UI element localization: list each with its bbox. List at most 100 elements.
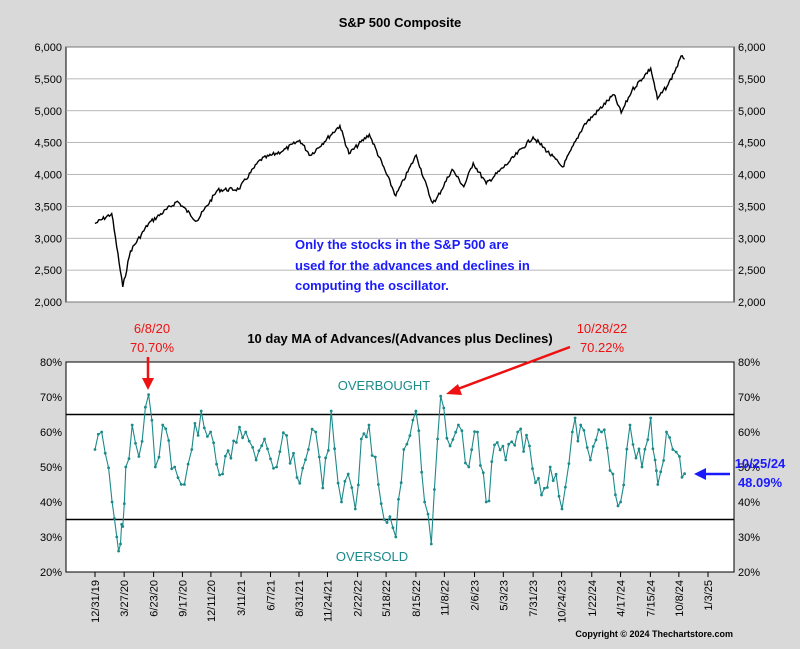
- oscillator-point: [470, 448, 474, 452]
- oscillator-point: [137, 455, 141, 458]
- oscillator-point: [495, 441, 499, 444]
- oscillator-point: [417, 429, 421, 433]
- oscillator-point: [602, 428, 606, 432]
- oscillator-point: [548, 465, 552, 469]
- oscillator-point: [176, 476, 180, 479]
- oscillator-point: [543, 486, 546, 490]
- oscillator-point: [218, 473, 222, 477]
- oscillator-point: [385, 521, 389, 524]
- oscillator-point: [362, 432, 366, 436]
- oscillator-point: [460, 429, 464, 433]
- oscillator-point: [336, 481, 340, 485]
- oscillator-point: [127, 457, 131, 460]
- oscillator-y-tick-left: 70%: [40, 392, 62, 404]
- oscillator-point: [394, 535, 398, 539]
- oscillator-point: [382, 518, 386, 521]
- oscillator-point: [490, 460, 494, 463]
- oscillator-point: [501, 444, 505, 448]
- oscillator-point: [531, 467, 534, 471]
- price-y-tick-right: 6,000: [738, 42, 766, 54]
- oscillator-y-tick-right: 40%: [738, 497, 760, 509]
- arrow-annotation-3: [694, 468, 730, 480]
- oscillator-point: [402, 448, 406, 451]
- oscillator-point: [423, 500, 426, 504]
- oscillator-point: [241, 436, 245, 440]
- oscillator-point: [646, 438, 650, 441]
- oscillator-point: [594, 438, 598, 442]
- x-tick-label: 2/22/22: [353, 580, 365, 617]
- oscillator-point: [513, 443, 517, 447]
- x-tick-label: 6/7/21: [266, 580, 278, 611]
- oscillator-point: [229, 456, 233, 460]
- oscillator-point: [591, 445, 595, 448]
- arrow-annotation-2: [446, 345, 571, 395]
- price-y-tick-right: 4,500: [738, 138, 766, 150]
- oscillator-point: [170, 467, 174, 471]
- oscillator-point: [100, 430, 104, 434]
- oscillator-y-tick-left: 50%: [40, 462, 62, 474]
- price-annotation-line-3: computing the oscillator.: [295, 278, 449, 293]
- oscillator-point: [317, 455, 321, 459]
- oscillator-y-tick-right: 70%: [738, 392, 760, 404]
- oscillator-point: [653, 458, 657, 462]
- oscillator-point: [391, 526, 395, 530]
- oscillator-point: [473, 430, 476, 433]
- oscillator-point: [235, 441, 238, 444]
- oscillator-point: [637, 447, 641, 451]
- x-tick-label: 10/24/23: [557, 580, 569, 623]
- oscillator-point: [212, 441, 216, 445]
- x-tick-label: 6/23/20: [149, 580, 161, 617]
- price-y-tick-left: 5,500: [34, 74, 62, 86]
- price-y-tick-left: 5,000: [34, 106, 62, 118]
- price-y-tick-left: 3,000: [34, 233, 62, 245]
- price-y-axis-left: 2,000 2,500 3,000 3,500 4,000 4,500 5,000 5,500…: [34, 42, 62, 309]
- oscillator-point: [117, 549, 120, 553]
- oscillator-point: [457, 423, 460, 427]
- oscillator-plot-area: [65, 361, 735, 573]
- oscillator-y-tick-right: 80%: [738, 357, 760, 369]
- oscillator-point: [405, 442, 409, 446]
- oscillator-point: [622, 483, 626, 487]
- oscillator-point: [321, 486, 325, 490]
- oscillator-point: [164, 427, 168, 431]
- price-y-tick-right: 3,500: [738, 201, 766, 213]
- oscillator-point: [266, 447, 269, 451]
- oscillator-point: [107, 466, 110, 470]
- oscillator-point: [161, 423, 165, 427]
- x-tick-label: 1/3/25: [703, 580, 715, 611]
- oscillator-point: [651, 447, 655, 451]
- oscillator-series-points: [93, 393, 686, 553]
- oscillator-point: [343, 479, 347, 483]
- x-tick-label: 8/15/22: [411, 580, 423, 617]
- oscillator-y-tick-right: 50%: [738, 462, 760, 474]
- oscillator-point: [388, 515, 392, 518]
- oscillator-point: [665, 430, 668, 434]
- overbought-label: OVERBOUGHT: [338, 378, 431, 393]
- oscillator-point: [576, 439, 580, 443]
- oscillator-point: [507, 442, 511, 446]
- oscillator-point: [570, 430, 574, 434]
- oscillator-point: [244, 430, 248, 434]
- oscillator-point: [370, 454, 374, 457]
- oscillator-y-tick-left: 60%: [40, 427, 62, 439]
- price-y-tick-right: 5,500: [738, 74, 766, 86]
- oscillator-point: [655, 469, 658, 473]
- oscillator-point: [346, 472, 350, 476]
- oscillator-point: [288, 461, 292, 465]
- oscillator-point: [103, 451, 107, 455]
- oscillator-point: [353, 507, 357, 511]
- oscillator-point: [420, 470, 424, 474]
- oscillator-point: [659, 470, 663, 474]
- oscillator-point: [186, 462, 190, 466]
- x-axis: 12/31/19 3/27/20 6/23/20 9/17/20 12/11/20 3/1…: [90, 572, 715, 623]
- oscillator-point: [206, 435, 209, 438]
- oscillator-point: [528, 444, 531, 448]
- oscillator-point: [121, 525, 125, 528]
- x-tick-label: 4/17/24: [616, 580, 628, 617]
- oscillator-point: [209, 430, 213, 434]
- x-tick-label: 2/6/23: [470, 580, 482, 611]
- oscillator-point: [579, 423, 583, 427]
- annotation-date-1: 6/8/20: [134, 321, 170, 336]
- oscillator-y-tick-right: 20%: [738, 567, 760, 579]
